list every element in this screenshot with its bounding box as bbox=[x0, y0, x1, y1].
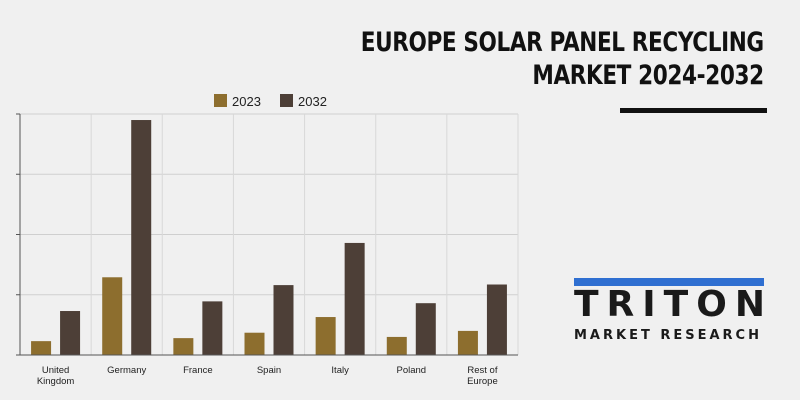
title-underline bbox=[620, 108, 767, 113]
logo-accent-bar bbox=[574, 278, 764, 286]
bar-2032-4 bbox=[344, 242, 365, 355]
bar-2023-0 bbox=[31, 341, 52, 355]
bar-2032-5 bbox=[415, 303, 436, 355]
bar-2023-1 bbox=[102, 277, 123, 355]
bar-2023-6 bbox=[457, 330, 478, 355]
x-tick-label-0-1: Kingdom bbox=[37, 376, 75, 387]
title-line-2: MARKET 2024-2032 bbox=[532, 60, 765, 91]
legend-swatch-2023 bbox=[214, 94, 227, 107]
legend-swatch-2032 bbox=[280, 94, 293, 107]
x-tick-label-3-0: Spain bbox=[257, 365, 281, 376]
bar-2023-4 bbox=[315, 317, 336, 355]
chart-title: EUROPE SOLAR PANEL RECYCLING MARKET 2024… bbox=[361, 26, 764, 92]
bar-2023-3 bbox=[244, 332, 265, 355]
bar-2032-0 bbox=[60, 311, 81, 355]
x-tick-label-2-0: France bbox=[183, 365, 213, 376]
x-tick-label-5-0: Poland bbox=[396, 365, 426, 376]
legend-label-2023: 2023 bbox=[232, 94, 261, 109]
bar-2032-2 bbox=[202, 301, 223, 355]
x-tick-label-6-0: Rest of bbox=[467, 365, 497, 376]
bar-2032-1 bbox=[131, 120, 152, 356]
title-line-1: EUROPE SOLAR PANEL RECYCLING bbox=[361, 27, 764, 58]
bar-2032-3 bbox=[273, 285, 294, 355]
x-tick-label-6-1: Europe bbox=[467, 376, 498, 387]
logo-tagline: MARKET RESEARCH bbox=[574, 328, 762, 343]
triton-logo: TRITON MARKET RESEARCH bbox=[574, 278, 773, 350]
bar-2023-5 bbox=[386, 336, 407, 355]
bar-2023-2 bbox=[173, 338, 194, 355]
x-tick-label-4-0: Italy bbox=[331, 365, 349, 376]
legend-label-2032: 2032 bbox=[298, 94, 327, 109]
logo-name: TRITON bbox=[574, 284, 773, 325]
x-tick-label-1-0: Germany bbox=[107, 365, 146, 376]
bar-2032-6 bbox=[486, 284, 507, 355]
x-tick-label-0-0: United bbox=[42, 365, 69, 376]
